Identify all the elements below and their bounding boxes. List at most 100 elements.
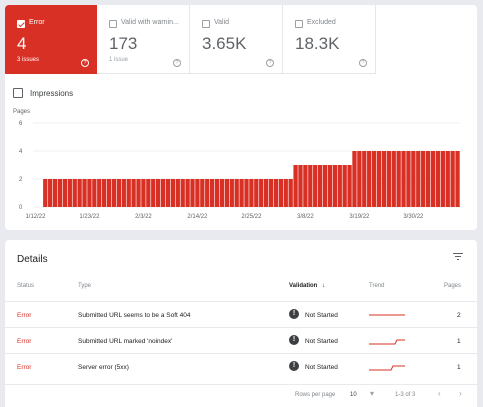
tile-valid-with-warnings[interactable]: Valid with warnin... 173 1 issue ? — [97, 5, 190, 74]
tile-excluded[interactable]: Excluded 18.3K ? — [283, 5, 376, 74]
help-icon[interactable]: ? — [359, 59, 367, 67]
next-page-icon[interactable]: › — [459, 389, 462, 398]
tile-label: Error — [29, 19, 45, 26]
chart-bar — [141, 179, 146, 207]
chart-bar — [371, 151, 377, 207]
tile-valid[interactable]: Valid 3.65K ? — [190, 5, 283, 74]
chart-bar — [278, 179, 284, 207]
chart-bar — [367, 151, 372, 207]
table-row[interactable]: Error Server error (5xx) ! Not Started 1 — [5, 353, 477, 379]
rows-per-page-label: Rows per page — [295, 392, 336, 398]
table-row[interactable]: Error Submitted URL marked 'noindex' ! N… — [5, 327, 477, 353]
chart-bar — [92, 179, 97, 207]
tile-label: Excluded — [307, 19, 336, 26]
checkbox-icon[interactable] — [109, 20, 117, 28]
checkbox-icon[interactable] — [13, 88, 23, 98]
chart-bar — [156, 179, 161, 207]
row-validation: Not Started — [305, 312, 338, 319]
impressions-toggle[interactable]: Impressions — [13, 87, 73, 99]
chart-bar — [259, 179, 264, 207]
x-tick-label: 3/19/22 — [349, 214, 370, 220]
chart-bar — [337, 165, 342, 207]
chart-bar — [332, 165, 337, 207]
chart-bar — [273, 179, 279, 207]
chart-bar — [116, 179, 122, 207]
x-tick-label: 1/23/22 — [79, 214, 100, 220]
row-validation: Not Started — [305, 338, 338, 345]
chart-bar — [347, 165, 352, 207]
chart-bar — [288, 179, 293, 207]
column-validation[interactable]: Validation ↓ — [289, 283, 325, 289]
impressions-label: Impressions — [30, 88, 74, 98]
x-tick-label: 3/30/22 — [403, 214, 424, 220]
chart-bar — [244, 179, 249, 207]
chart-bar — [190, 179, 195, 207]
chart-bar — [386, 151, 391, 207]
tile-value: 3.65K — [202, 34, 247, 53]
chevron-down-icon[interactable]: ▾ — [370, 389, 375, 398]
chart-bar — [97, 179, 102, 207]
chart-bar — [185, 179, 190, 207]
trend-sparkline — [369, 314, 405, 316]
chart-bar — [327, 165, 333, 207]
checkbox-checked-icon[interactable] — [17, 20, 25, 28]
checkbox-icon[interactable] — [202, 20, 210, 28]
chart-bar — [362, 151, 367, 207]
checkbox-icon[interactable] — [295, 20, 303, 28]
chart-bar — [57, 179, 63, 207]
chart-bar — [357, 151, 362, 207]
row-pages: 2 — [457, 312, 461, 319]
trend-sparkline — [369, 339, 405, 345]
rows-per-page-select[interactable]: 10 — [350, 392, 357, 398]
chart-bar — [342, 165, 347, 207]
chart-bar — [170, 179, 176, 207]
chart-bar — [303, 165, 308, 207]
tile-error[interactable]: Error 4 3 issues ? — [5, 5, 97, 74]
chart-bar — [401, 151, 406, 207]
x-tick-label: 3/8/22 — [297, 214, 314, 220]
help-icon[interactable]: ? — [81, 59, 89, 67]
coverage-summary-card: Error 4 3 issues ? Valid with warnin... … — [5, 5, 477, 230]
chart-bar — [421, 151, 426, 207]
chart-bar — [268, 179, 274, 207]
column-trend: Trend — [369, 283, 385, 289]
help-icon[interactable]: ? — [173, 59, 181, 67]
chart-bar — [352, 151, 357, 207]
x-tick-label: 1/12/22 — [25, 214, 46, 220]
chart-bar — [317, 165, 323, 207]
alert-icon: ! — [289, 335, 299, 345]
table-row[interactable]: Error Submitted URL seems to be a Soft 4… — [5, 301, 477, 327]
tile-label: Valid with warnin... — [121, 19, 179, 26]
status-tiles: Error 4 3 issues ? Valid with warnin... … — [5, 5, 385, 74]
chart-bar — [72, 179, 77, 207]
row-pages: 1 — [457, 364, 461, 371]
chart-bar — [67, 179, 72, 207]
chart-title: Pages — [13, 109, 31, 115]
tile-sub: 3 issues — [17, 57, 40, 63]
help-icon[interactable]: ? — [266, 59, 274, 67]
tile-value: 173 — [109, 34, 138, 53]
chart-bar — [322, 165, 328, 207]
chart-bar — [263, 179, 269, 207]
chart-bar — [376, 151, 382, 207]
chart-bar — [219, 179, 225, 207]
column-validation-label: Validation — [289, 283, 318, 289]
chart-bar — [406, 151, 411, 207]
tile-label: Valid — [214, 19, 230, 26]
chart-bar — [160, 179, 166, 207]
prev-page-icon[interactable]: ‹ — [438, 389, 441, 398]
column-pages: Pages — [444, 283, 462, 289]
chart-bar — [102, 179, 107, 207]
y-tick-label: 2 — [19, 177, 23, 183]
row-validation: Not Started — [305, 364, 338, 371]
chart-bar — [254, 179, 259, 207]
row-type: Server error (5xx) — [78, 364, 129, 371]
chart-bar — [180, 179, 185, 207]
alert-icon: ! — [289, 361, 299, 371]
chart-bar — [435, 151, 441, 207]
chart-bar — [131, 179, 136, 207]
chart-bar — [229, 179, 234, 207]
trend-sparkline — [369, 365, 405, 371]
filter-icon[interactable] — [453, 253, 463, 261]
chart-bar — [106, 179, 112, 207]
